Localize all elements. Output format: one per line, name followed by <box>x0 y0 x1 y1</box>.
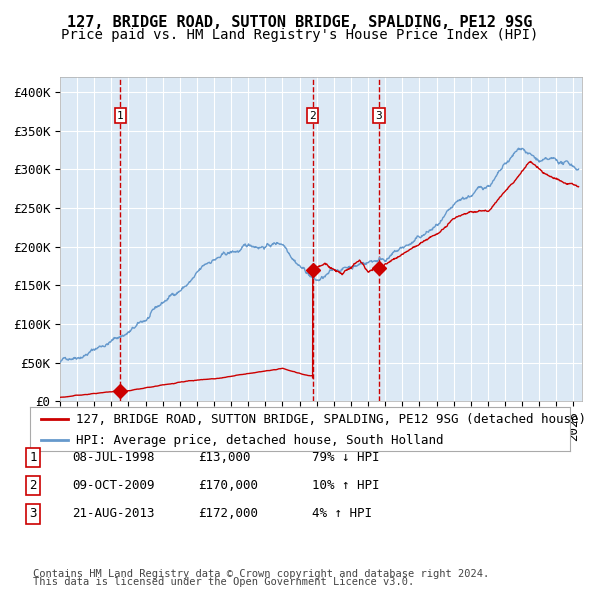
Text: 127, BRIDGE ROAD, SUTTON BRIDGE, SPALDING, PE12 9SG (detached house): 127, BRIDGE ROAD, SUTTON BRIDGE, SPALDIN… <box>76 413 586 426</box>
Text: £172,000: £172,000 <box>198 507 258 520</box>
Text: 09-OCT-2009: 09-OCT-2009 <box>72 479 155 492</box>
Text: 3: 3 <box>376 111 382 120</box>
Text: 127, BRIDGE ROAD, SUTTON BRIDGE, SPALDING, PE12 9SG: 127, BRIDGE ROAD, SUTTON BRIDGE, SPALDIN… <box>67 15 533 30</box>
Text: 10% ↑ HPI: 10% ↑ HPI <box>312 479 380 492</box>
Text: 4% ↑ HPI: 4% ↑ HPI <box>312 507 372 520</box>
Text: 2: 2 <box>310 111 316 120</box>
Text: 79% ↓ HPI: 79% ↓ HPI <box>312 451 380 464</box>
Text: 2: 2 <box>29 479 37 492</box>
Text: 1: 1 <box>117 111 124 120</box>
Text: 08-JUL-1998: 08-JUL-1998 <box>72 451 155 464</box>
Text: Price paid vs. HM Land Registry's House Price Index (HPI): Price paid vs. HM Land Registry's House … <box>61 28 539 42</box>
Text: Contains HM Land Registry data © Crown copyright and database right 2024.: Contains HM Land Registry data © Crown c… <box>33 569 489 579</box>
Text: £13,000: £13,000 <box>198 451 251 464</box>
Text: 1: 1 <box>29 451 37 464</box>
Text: This data is licensed under the Open Government Licence v3.0.: This data is licensed under the Open Gov… <box>33 577 414 587</box>
Text: 21-AUG-2013: 21-AUG-2013 <box>72 507 155 520</box>
Text: HPI: Average price, detached house, South Holland: HPI: Average price, detached house, Sout… <box>76 434 443 447</box>
Text: £170,000: £170,000 <box>198 479 258 492</box>
Text: 3: 3 <box>29 507 37 520</box>
